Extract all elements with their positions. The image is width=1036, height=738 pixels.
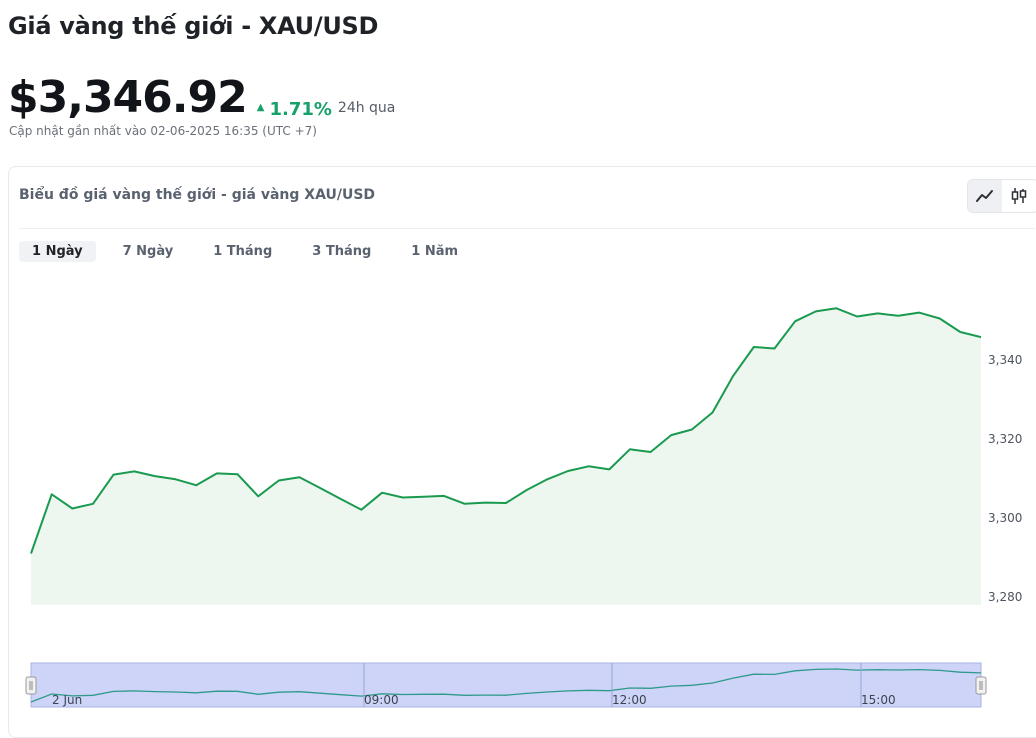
navigator-time-label: 2 Jun <box>52 693 82 707</box>
last-updated: Cập nhật gần nhất vào 02-06-2025 16:35 (… <box>9 124 317 138</box>
navigator-time-label: 12:00 <box>612 693 647 707</box>
range-tabs: 1 Ngày 7 Ngày 1 Tháng 3 Tháng 1 Năm <box>19 241 485 262</box>
y-axis-tick-label: 3,300 <box>988 511 1022 525</box>
price-line <box>30 307 982 554</box>
y-axis-tick-label: 3,280 <box>988 590 1022 604</box>
tab-1-year[interactable]: 1 Năm <box>411 244 459 259</box>
navigator-right-handle[interactable] <box>975 676 987 695</box>
tab-7-days[interactable]: 7 Ngày <box>122 244 174 259</box>
price-area <box>31 308 981 605</box>
price-summary: $3,346.92 ▲ 1.71% 24h qua <box>8 72 395 123</box>
tab-3-months[interactable]: 3 Tháng <box>312 244 372 259</box>
current-price: $3,346.92 <box>8 72 248 123</box>
line-chart-icon <box>976 190 993 202</box>
chart-type-toggle <box>967 179 1036 213</box>
navigator-left-handle[interactable] <box>25 676 37 695</box>
navigator-window <box>30 662 982 708</box>
page-title: Giá vàng thế giới - XAU/USD <box>8 12 379 40</box>
tab-1-month[interactable]: 1 Tháng <box>213 244 273 259</box>
candlestick-icon <box>1011 188 1027 204</box>
y-axis-tick-label: 3,320 <box>988 432 1022 446</box>
chart-title: Biểu đồ giá vàng thế giới - giá vàng XAU… <box>19 187 376 203</box>
tab-1-day[interactable]: 1 Ngày <box>19 241 96 262</box>
price-change: ▲ 1.71% <box>257 99 332 120</box>
candlestick-button[interactable] <box>1002 180 1036 212</box>
line-chart-button[interactable] <box>968 180 1002 212</box>
y-axis-tick-label: 3,340 <box>988 353 1022 367</box>
navigator-time-label: 09:00 <box>364 693 399 707</box>
divider <box>19 228 1035 229</box>
navigator-time-label: 15:00 <box>861 693 896 707</box>
up-arrow-icon: ▲ <box>256 102 265 113</box>
navigator-series <box>30 668 982 703</box>
change-percent: 1.71% <box>269 99 332 120</box>
change-period: 24h qua <box>337 100 396 116</box>
